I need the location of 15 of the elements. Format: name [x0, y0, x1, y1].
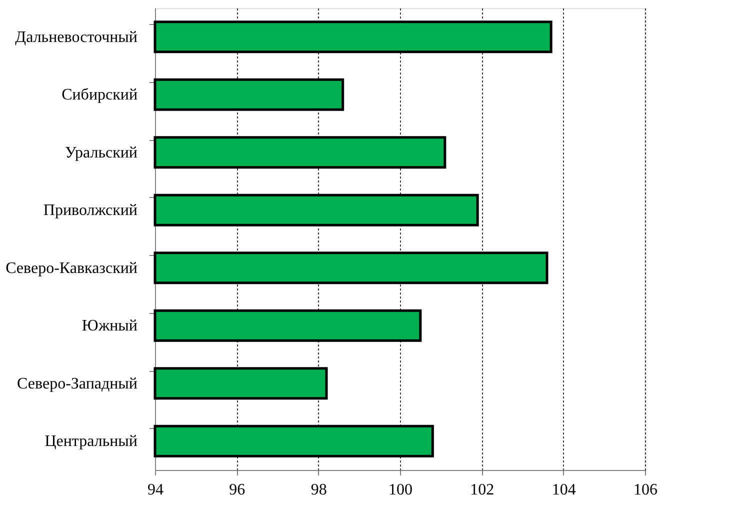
y-tick-label: Южный [82, 318, 138, 335]
x-tick-label: 98 [310, 482, 327, 498]
x-tick-label: 96 [229, 482, 246, 498]
y-tick-label: Дальневосточный [15, 28, 138, 46]
y-tick-label: Северо-Западный [17, 375, 138, 392]
y-tick-label: Северо-Кавказский [6, 260, 138, 277]
y-tick-label: Приволжский [43, 202, 138, 220]
y-tick-label: Сибирский [62, 86, 138, 104]
x-tick-label: 104 [552, 482, 576, 498]
x-tick-label: 102 [470, 482, 494, 498]
y-tick-label: Уральский [65, 144, 138, 162]
y-tick-label: Центральный [44, 433, 138, 450]
x-tick-label: 94 [148, 482, 164, 498]
x-tick-label: 106 [634, 482, 658, 498]
x-tick-label: 100 [388, 482, 412, 498]
